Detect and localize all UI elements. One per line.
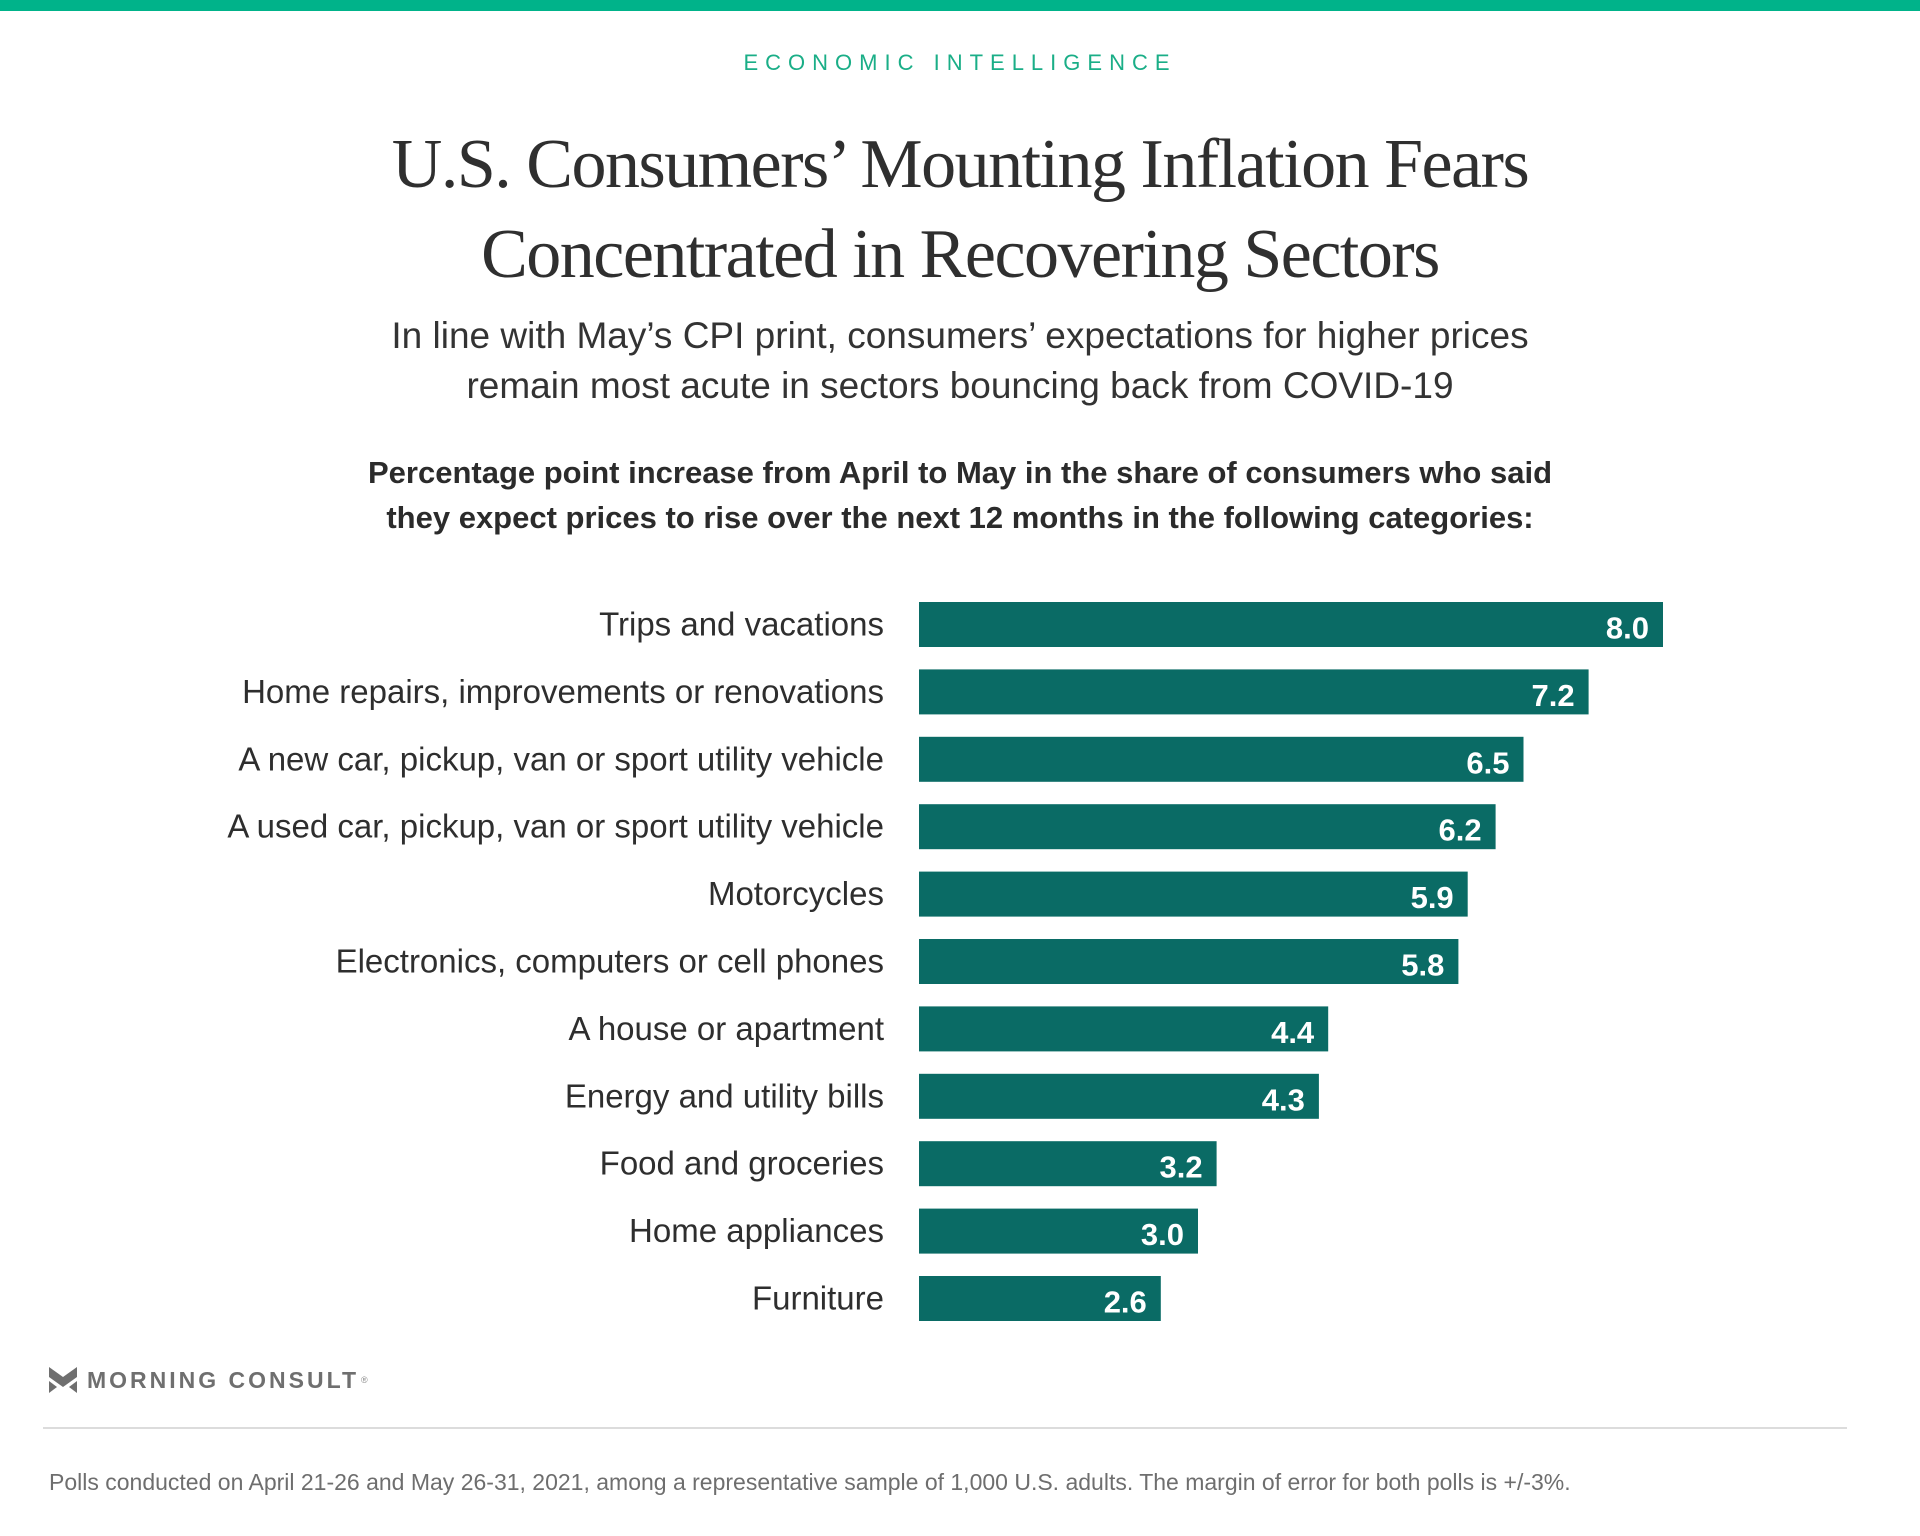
category-label: Food and groceries — [600, 1145, 884, 1182]
bar — [919, 939, 1459, 984]
bar — [919, 736, 1524, 782]
subtitle-line-2: remain most acute in sectors bouncing ba… — [466, 365, 1454, 406]
bar-row: Electronics, computers or cell phones 5.8 — [336, 939, 1459, 984]
bar-row: Furniture 2.6 — [752, 1276, 1161, 1321]
bar — [919, 1208, 1198, 1254]
category-label: Electronics, computers or cell phones — [336, 943, 884, 980]
bar — [919, 1276, 1161, 1321]
category-label: Furniture — [752, 1280, 884, 1317]
bar-row: Home repairs, improvements or renovation… — [242, 669, 1589, 715]
page-title: U.S. Consumers’ Mounting Inflation Fears… — [0, 120, 1920, 300]
title-line-2: Concentrated in Recovering Sectors — [481, 216, 1440, 293]
category-label: Energy and utility bills — [565, 1077, 884, 1114]
bar — [919, 804, 1496, 850]
morning-consult-chevron-icon — [49, 1367, 77, 1393]
footer-divider — [43, 1427, 1847, 1429]
bar-row: A used car, pickup, van or sport utility… — [227, 804, 1496, 850]
bar — [919, 1141, 1217, 1187]
category-label: Home repairs, improvements or renovation… — [242, 673, 884, 710]
bar-row: Food and groceries 3.2 — [600, 1141, 1217, 1187]
chart-title-line-1: Percentage point increase from April to … — [367, 455, 1553, 490]
bar-row: A new car, pickup, van or sport utility … — [238, 736, 1524, 782]
bar — [919, 602, 1663, 647]
chart-title-line-2: they expect prices to rise over the next… — [386, 500, 1534, 535]
category-label: Motorcycles — [708, 875, 884, 912]
bar-row: Trips and vacations 8.0 — [599, 602, 1663, 647]
registered-mark: ® — [361, 1375, 368, 1385]
category-label: Trips and vacations — [599, 606, 884, 643]
bar — [919, 871, 1468, 917]
chart-title: Percentage point increase from April to … — [0, 450, 1920, 540]
bar — [919, 1006, 1329, 1052]
category-label: Home appliances — [629, 1212, 884, 1249]
bar — [919, 669, 1589, 715]
bar-row: Motorcycles 5.9 — [708, 871, 1468, 917]
bar — [919, 1073, 1319, 1119]
bar-row: Home appliances 3.0 — [629, 1208, 1198, 1254]
logo-wordmark: MORNING CONSULT — [87, 1367, 360, 1393]
subtitle-line-1: In line with May’s CPI print, consumers’… — [391, 315, 1529, 356]
subtitle: In line with May’s CPI print, consumers’… — [0, 311, 1920, 411]
methodology-note: Polls conducted on April 21-26 and May 2… — [49, 1469, 1571, 1495]
top-accent-band — [0, 0, 1920, 11]
category-label: A used car, pickup, van or sport utility… — [227, 808, 884, 845]
category-label: A house or apartment — [568, 1010, 884, 1047]
morning-consult-logo: MORNING CONSULT ® — [49, 1366, 368, 1394]
bar-row: A house or apartment 4.4 — [568, 1006, 1329, 1052]
section-kicker: ECONOMIC INTELLIGENCE — [743, 50, 1177, 75]
bar-row: Energy and utility bills 4.3 — [565, 1073, 1319, 1119]
title-line-1: U.S. Consumers’ Mounting Inflation Fears — [391, 126, 1530, 203]
category-label: A new car, pickup, van or sport utility … — [238, 740, 884, 777]
